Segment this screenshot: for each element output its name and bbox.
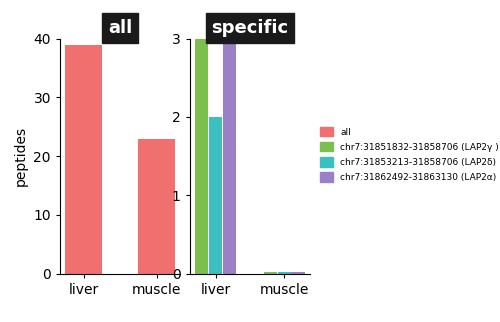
Bar xyxy=(66,44,102,274)
Bar xyxy=(292,272,304,274)
Bar xyxy=(223,39,236,274)
Y-axis label: peptides: peptides xyxy=(14,126,28,186)
Bar xyxy=(138,138,174,274)
Title: all: all xyxy=(108,19,132,37)
Bar xyxy=(196,39,208,274)
Bar xyxy=(264,272,277,274)
Title: specific: specific xyxy=(212,19,288,37)
Bar xyxy=(278,272,291,274)
Legend: all, chr7:31851832-31858706 (LAP2γ ), chr7:31853213-31858706 (LAP2δ), chr7:31862: all, chr7:31851832-31858706 (LAP2γ ), ch… xyxy=(320,127,499,182)
Bar xyxy=(209,117,222,274)
